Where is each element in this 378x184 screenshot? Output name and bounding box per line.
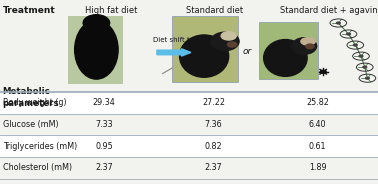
Circle shape xyxy=(347,33,350,35)
Text: 0.95: 0.95 xyxy=(95,142,113,151)
Text: 29.34: 29.34 xyxy=(93,98,115,107)
Text: Cholesterol (mM): Cholesterol (mM) xyxy=(3,164,72,172)
Text: 7.33: 7.33 xyxy=(95,120,113,129)
Ellipse shape xyxy=(211,32,239,51)
Text: Glucose (mM): Glucose (mM) xyxy=(3,120,58,129)
Ellipse shape xyxy=(301,38,315,45)
FancyBboxPatch shape xyxy=(0,92,378,114)
Ellipse shape xyxy=(83,15,110,31)
FancyArrow shape xyxy=(157,49,191,56)
Circle shape xyxy=(336,22,340,24)
FancyBboxPatch shape xyxy=(0,135,378,157)
Text: 1.89: 1.89 xyxy=(309,164,326,172)
Text: 7.36: 7.36 xyxy=(205,120,222,129)
Circle shape xyxy=(366,77,369,79)
Ellipse shape xyxy=(74,20,118,79)
FancyBboxPatch shape xyxy=(172,16,238,82)
Text: 0.82: 0.82 xyxy=(205,142,222,151)
Text: 6.40: 6.40 xyxy=(309,120,326,129)
Circle shape xyxy=(359,55,363,57)
Text: Standard diet + agavins: Standard diet + agavins xyxy=(280,6,378,15)
FancyBboxPatch shape xyxy=(0,114,378,135)
Text: 25.82: 25.82 xyxy=(306,98,329,107)
Text: 2.37: 2.37 xyxy=(95,164,113,172)
Circle shape xyxy=(363,66,367,68)
Text: Diet shift to:: Diet shift to: xyxy=(153,37,197,43)
Ellipse shape xyxy=(263,40,307,76)
Ellipse shape xyxy=(227,42,237,47)
Ellipse shape xyxy=(180,35,229,77)
Circle shape xyxy=(320,70,326,73)
Circle shape xyxy=(353,44,357,46)
FancyBboxPatch shape xyxy=(259,22,318,79)
Text: 2.37: 2.37 xyxy=(205,164,222,172)
Ellipse shape xyxy=(306,44,314,49)
Text: High fat diet: High fat diet xyxy=(85,6,138,15)
Ellipse shape xyxy=(292,38,317,54)
Text: Triglycerides (mM): Triglycerides (mM) xyxy=(3,142,77,151)
Text: Body weight (g): Body weight (g) xyxy=(3,98,66,107)
Text: 0.61: 0.61 xyxy=(309,142,326,151)
Text: 27.22: 27.22 xyxy=(202,98,225,107)
FancyBboxPatch shape xyxy=(68,16,123,84)
Text: or: or xyxy=(243,47,252,56)
Text: Standard diet: Standard diet xyxy=(186,6,243,15)
FancyBboxPatch shape xyxy=(0,157,378,179)
Ellipse shape xyxy=(221,32,236,40)
Text: Metabolic
parameters: Metabolic parameters xyxy=(3,87,59,107)
Text: Treatment: Treatment xyxy=(3,6,56,15)
